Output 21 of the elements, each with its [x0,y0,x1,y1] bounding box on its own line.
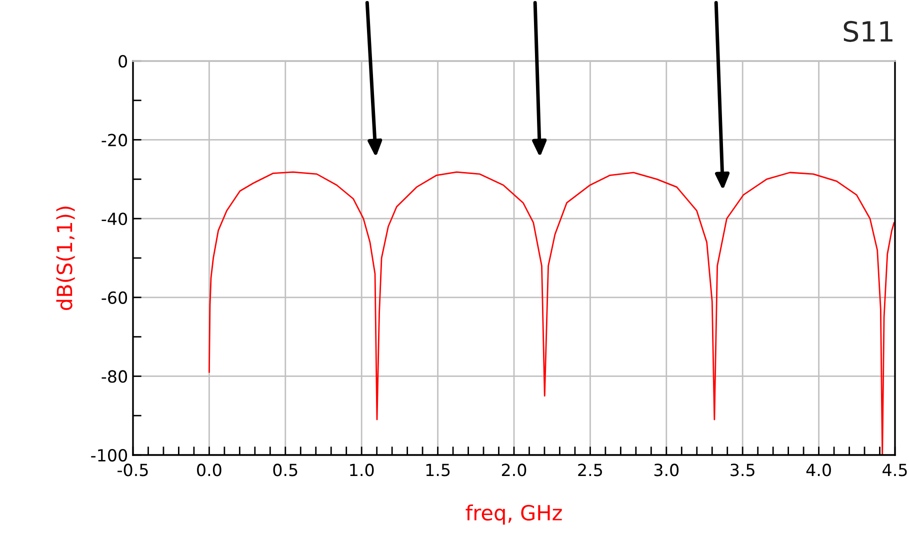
y-tick-label: -80 [102,370,128,383]
chart-title: S11 [844,20,892,42]
x-tick-label: 3.0 [654,464,679,476]
x-tick-label: 4.0 [806,464,831,476]
x-tick-label: 4.5 [882,464,907,476]
x-tick-label: 1.5 [426,464,450,476]
x-tick-label: 3.5 [730,464,754,476]
y-axis-title: dB(S(1,1)) [56,206,75,310]
y-tick-label: -20 [102,134,128,146]
line-series [208,171,895,456]
x-tick-label: 2.5 [578,464,602,476]
x-tick-label: 1.0 [350,464,374,476]
x-axis-title: freq, GHz [466,504,562,525]
x-tick-label: -0.5 [118,464,148,476]
y-tick-label: -60 [102,291,128,304]
x-tick-label: 0.0 [197,464,222,476]
y-tick-label: 0 [118,54,128,68]
y-tick-label: -100 [91,448,128,462]
x-tick-label: 0.5 [273,464,298,476]
y-tick-label: -40 [102,212,128,226]
x-tick-label: 2.0 [502,464,526,476]
